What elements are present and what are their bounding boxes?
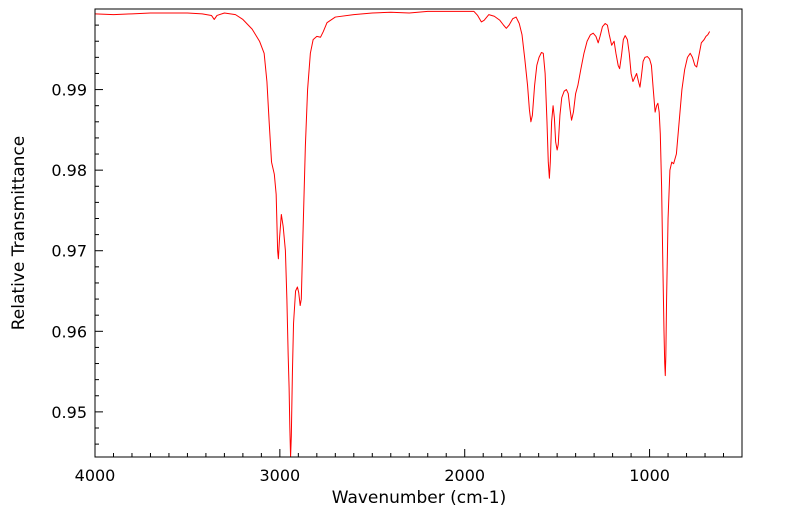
- series-layer: [95, 10, 711, 457]
- y-axis-title: Relative Transmittance: [9, 136, 29, 331]
- x-tick-label: 3000: [259, 466, 300, 485]
- plot-frame: [94, 8, 743, 458]
- tick-labels: 4000 3000 2000 1000 0.95 0.96 0.97 0.98 0.99: [51, 81, 670, 485]
- x-tick-label: 1000: [629, 466, 670, 485]
- axis-ticks: [94, 24, 725, 457]
- spectrum-line: [95, 10, 711, 457]
- y-tick-label: 0.95: [51, 403, 87, 422]
- y-tick-label: 0.97: [51, 242, 87, 261]
- x-tick-label: 4000: [75, 466, 116, 485]
- x-tick-label: 2000: [444, 466, 485, 485]
- y-tick-label: 0.99: [51, 81, 87, 100]
- y-tick-label: 0.98: [51, 161, 87, 180]
- x-axis-title: Wavenumber (cm-1): [332, 488, 507, 508]
- y-tick-label: 0.96: [51, 322, 87, 341]
